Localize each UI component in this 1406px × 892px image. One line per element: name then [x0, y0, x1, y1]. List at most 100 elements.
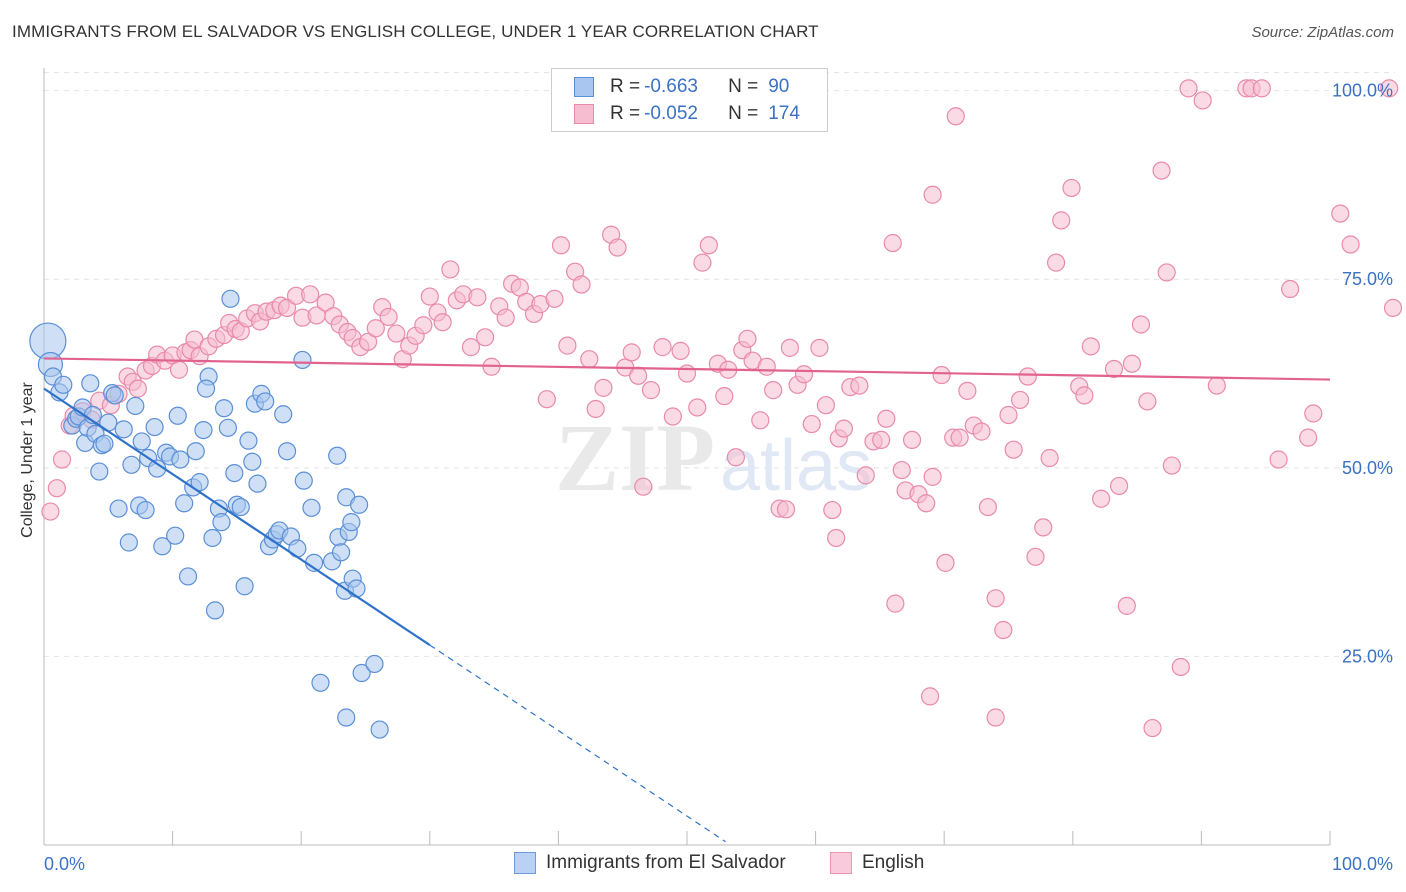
english-point [726, 448, 745, 467]
english-point [1162, 456, 1181, 475]
el-salvador-point [293, 350, 312, 370]
english-point [810, 338, 829, 357]
english-point [1052, 211, 1071, 230]
english-point [1157, 263, 1176, 282]
el-salvador-point [153, 537, 172, 556]
r-value-el-salvador: -0.663 [644, 76, 698, 97]
legend-swatch-pink [830, 852, 852, 874]
el-salvador-point [132, 432, 151, 451]
english-point [1131, 315, 1151, 334]
el-salvador-point [288, 539, 307, 558]
english-point [972, 422, 991, 441]
english-point [999, 405, 1018, 425]
english-point [634, 477, 653, 496]
english-point [461, 338, 481, 357]
english-point [1331, 204, 1350, 223]
english-point [1104, 359, 1124, 379]
watermark: ZIP atlas [555, 404, 872, 511]
english-point [653, 338, 672, 357]
english-points [41, 79, 1403, 738]
el-salvador-point [352, 663, 371, 683]
el-salvador-point [277, 442, 297, 461]
english-point [47, 479, 66, 498]
el-salvador-point [81, 374, 100, 393]
english-point [641, 381, 661, 400]
english-point [41, 502, 60, 521]
english-point [1143, 718, 1162, 738]
legend-item-el-salvador[interactable]: Immigrants from El Salvador [514, 852, 786, 874]
english-point [1281, 279, 1300, 299]
el-salvador-point [166, 526, 185, 545]
english-trend-line [43, 357, 1331, 381]
english-point [52, 450, 72, 469]
english-point [950, 428, 969, 447]
el-salvador-point [274, 405, 293, 424]
x-tick-label-min: 0.0% [44, 854, 85, 874]
el-salvador-point [221, 289, 240, 308]
english-point [1004, 440, 1023, 459]
el-salvador-point [218, 418, 237, 437]
english-point [834, 419, 853, 438]
el-salvador-point [105, 386, 124, 405]
el-salvador-point [90, 462, 109, 481]
english-point [1122, 354, 1142, 373]
legend-item-english[interactable]: English [830, 852, 924, 874]
el-salvador-point [231, 497, 250, 517]
axes [43, 68, 1331, 846]
english-point [816, 396, 835, 415]
el-salvador-point [243, 452, 262, 471]
english-point [169, 360, 189, 379]
el-salvador-point [203, 528, 222, 548]
el-salvador-point [145, 417, 164, 437]
el-salvador-point [190, 473, 209, 492]
english-point [688, 398, 707, 417]
r-value-english: -0.052 [644, 103, 698, 124]
english-point [1010, 390, 1030, 410]
series-legend: Immigrants from El Salvador English [0, 852, 1406, 878]
el-salvador-point [225, 463, 244, 483]
english-point [629, 366, 648, 385]
el-salvador-point [342, 513, 361, 532]
english-point [892, 460, 911, 480]
english-point [902, 430, 922, 450]
english-point [986, 708, 1005, 727]
english-point [551, 236, 571, 255]
english-point [594, 378, 613, 397]
watermark-atlas: atlas [720, 426, 872, 506]
el-salvador-point [119, 533, 138, 552]
el-salvador-point [294, 471, 313, 490]
el-salvador-point [168, 406, 187, 425]
trend-lines [43, 357, 1331, 843]
english-point [496, 308, 515, 327]
english-point [301, 285, 320, 304]
el-salvador-point [302, 498, 321, 517]
y-tick-label: 100.0% [1332, 81, 1393, 101]
english-point [946, 107, 965, 126]
legend-swatch-blue [514, 852, 536, 874]
english-point [441, 260, 460, 279]
english-point [1018, 367, 1037, 386]
english-point [1152, 161, 1171, 180]
el-salvador-point [214, 399, 234, 418]
english-point [920, 687, 940, 706]
english-point [1207, 376, 1226, 395]
english-point [545, 289, 564, 308]
english-point [917, 494, 936, 513]
english-point [1341, 235, 1360, 254]
english-point [776, 500, 796, 519]
english-point [128, 379, 147, 398]
english-point [433, 313, 452, 332]
blue-swatch [574, 77, 594, 97]
el-salvador-point [109, 499, 128, 518]
x-tick-labels: 0.0% 100.0% [44, 854, 1393, 874]
english-point [715, 387, 734, 406]
english-point [1252, 79, 1271, 98]
n-value-el-salvador: 90 [768, 76, 790, 97]
english-point [277, 298, 297, 317]
english-point [558, 336, 577, 355]
english-point [1193, 91, 1212, 110]
english-point [764, 381, 783, 400]
el-salvador-point [171, 450, 190, 469]
english-point [872, 430, 891, 450]
